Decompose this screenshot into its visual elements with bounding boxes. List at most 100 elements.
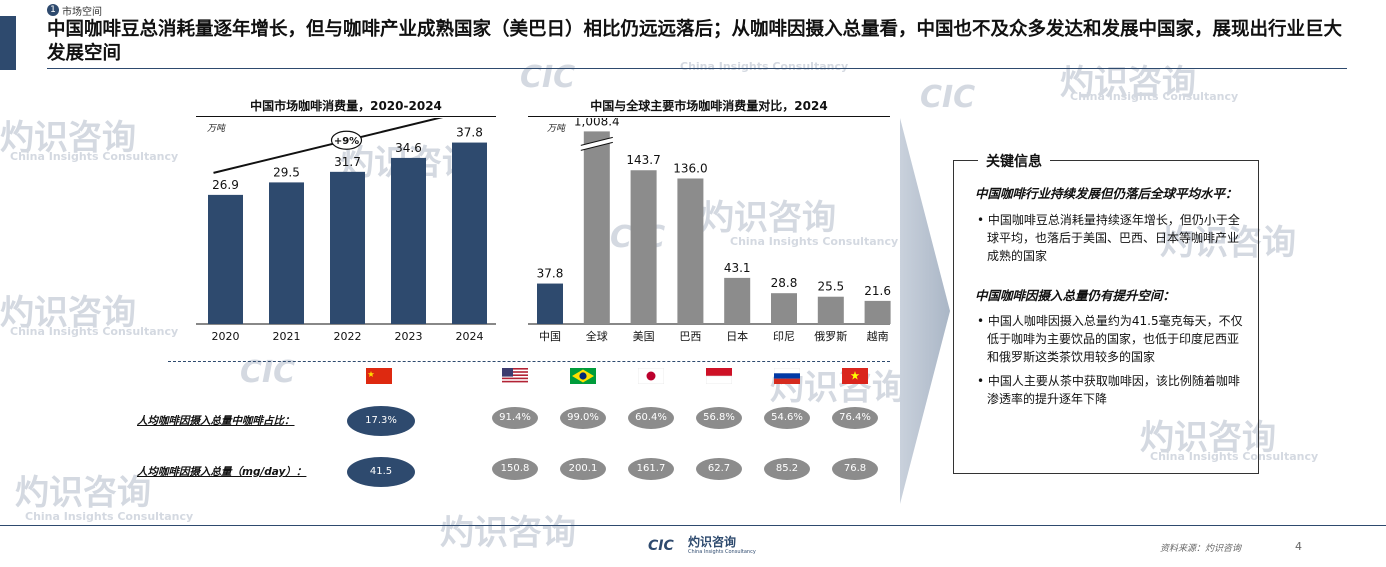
chart1-tick-label: 2023 <box>395 330 423 343</box>
chart1-value-label: 37.8 <box>456 126 483 140</box>
watermark-logo: CIC <box>920 80 976 115</box>
chart1-tick-label: 2021 <box>273 330 301 343</box>
key-info-title: 关键信息 <box>978 151 1050 171</box>
chart1-value-label: 26.9 <box>212 178 239 192</box>
chart1-unit: 万吨 <box>207 124 226 134</box>
page-number: 4 <box>1295 540 1302 553</box>
chart2-bar-俄罗斯 <box>817 296 844 324</box>
page-headline: 中国咖啡豆总消耗量逐年增长，但与咖啡产业成熟国家（美巴日）相比仍远远落后；从咖啡… <box>47 19 1343 64</box>
japan-caffeine-intake: 161.7 <box>628 458 674 480</box>
flag-russia-icon <box>774 368 800 384</box>
chart2-svg: 37.8 中国 1,008.4 全球 143.7 美国 136.0 巴西 43.1 日本 28.8 印… <box>528 118 891 343</box>
chart1-cagr-badge <box>330 130 363 150</box>
china-caffeine-share: 17.3% <box>347 406 415 436</box>
footer-divider <box>0 525 1386 526</box>
chart2-bar-美国 <box>630 170 657 324</box>
chart2-unit: 万吨 <box>547 124 566 134</box>
chart1-cagr-label: +9% <box>334 136 359 147</box>
header-divider <box>47 68 1347 69</box>
chart2-bar-中国 <box>537 283 563 324</box>
chart2-value-label: 143.7 <box>626 153 660 167</box>
chart1-title-rule <box>196 116 496 117</box>
chart2-value-label: 37.8 <box>537 267 564 281</box>
chart2-axis-break-line <box>580 141 613 151</box>
chart1-bar-2020 <box>208 194 243 324</box>
vietnam-caffeine-share: 76.4% <box>832 407 878 429</box>
chart2-title-rule <box>528 116 890 117</box>
flag-vietnam-icon <box>842 368 868 384</box>
chart1-bar-2023 <box>391 157 426 324</box>
dashed-separator <box>168 361 890 362</box>
watermark: 灼识咨询 <box>0 118 136 158</box>
chart2-tick-label: 俄罗斯 <box>814 330 847 343</box>
footer-logo-en: China Insights Consultancy <box>688 549 756 555</box>
chart1-title: 中国市场咖啡消费量，2020-2024 <box>250 99 442 113</box>
section-accent-bar <box>0 16 16 70</box>
chart2-value-label: 136.0 <box>673 161 707 175</box>
watermark-en: China Insights Consultancy <box>25 510 194 523</box>
watermark-en: China Insights Consultancy <box>1070 90 1239 103</box>
cic-logo-icon: CIC <box>648 538 674 554</box>
chart1-value-label: 34.6 <box>395 141 422 155</box>
key-info-content: 中国咖啡行业持续发展但仍落后全球平均水平： • 中国咖啡豆总消耗量持续逐年增长，… <box>975 185 1247 408</box>
chart1-svg: 26.9 2020 29.5 2021 31.7 2022 34.6 2023 37.8 2024… <box>196 118 496 343</box>
chart2-axis-break-line <box>580 136 613 146</box>
chart2-bar-巴西 <box>677 178 704 324</box>
chart2-value-label: 1,008.4 <box>574 118 620 128</box>
key-info-bullet-1: • 中国咖啡豆总消耗量持续逐年增长，但仍小于全球平均，也落后于美国、巴西、日本等… <box>977 213 1240 263</box>
footer-logo-cn: 灼识咨询 <box>688 535 737 549</box>
watermark: 灼识咨询 <box>440 513 576 553</box>
chart2-value-label: 43.1 <box>724 261 751 275</box>
chart1-tick-label: 2024 <box>456 330 484 343</box>
key-info-bullet-2: • 中国人咖啡因摄入总量约为41.5毫克每天，不仅低于咖啡为主要饮品的国家，也低… <box>977 314 1243 364</box>
chart2-value-label: 25.5 <box>817 280 844 294</box>
chart2-value-label: 28.8 <box>771 276 798 290</box>
chart1-tick-label: 2022 <box>334 330 362 343</box>
chart2-axis-break <box>580 137 613 151</box>
chart1-bar-2024 <box>452 142 487 324</box>
caffeine-intake-label: 人均咖啡因摄入总量（mg/day）： <box>137 466 307 478</box>
brazil-caffeine-intake: 200.1 <box>560 458 606 480</box>
section-label: 市场空间 <box>62 7 102 18</box>
vietnam-caffeine-intake: 76.8 <box>832 458 878 480</box>
key-info-heading-2: 中国咖啡因摄入总量仍有提升空间： <box>975 288 1176 303</box>
caffeine-share-label: 人均咖啡因摄入总量中咖啡占比： <box>137 415 295 427</box>
russia-caffeine-share: 54.6% <box>764 407 810 429</box>
chart2-bar-印尼 <box>771 293 797 324</box>
key-info-bullet-3: • 中国人主要从茶中获取咖啡因，该比例随着咖啡渗透率的提升逐年下降 <box>977 374 1240 406</box>
chart1-value-label: 29.5 <box>273 165 300 179</box>
flag-japan-icon <box>638 368 664 384</box>
chart2-tick-label: 中国 <box>539 330 561 343</box>
chart2-tick-label: 越南 <box>867 329 889 343</box>
chart2-tick-label: 印尼 <box>773 330 795 343</box>
flag-china-icon <box>366 368 392 384</box>
section-number-badge: 1 <box>47 4 59 16</box>
usa-caffeine-share: 91.4% <box>492 407 538 429</box>
chart2-bar-全球 <box>583 131 610 324</box>
svg-text:CIC: CIC <box>648 538 674 554</box>
flag-brazil-icon <box>570 368 596 384</box>
chart1-bar-2021 <box>269 182 304 324</box>
indonesia-caffeine-share: 56.8% <box>696 407 742 429</box>
flag-usa-icon <box>502 368 528 384</box>
chart1-bar-2022 <box>330 171 365 324</box>
usa-caffeine-intake: 150.8 <box>492 458 538 480</box>
indonesia-caffeine-intake: 62.7 <box>696 458 742 480</box>
chart2-title: 中国与全球主要市场咖啡消费量对比，2024 <box>590 99 828 113</box>
russia-caffeine-intake: 85.2 <box>764 458 810 480</box>
flag-indonesia-icon <box>706 368 732 384</box>
watermark: 灼识咨询 <box>15 473 151 513</box>
key-info-box <box>953 160 1259 474</box>
brazil-caffeine-share: 99.0% <box>560 407 606 429</box>
chart2-value-label: 21.6 <box>864 284 891 298</box>
chart1-value-label: 31.7 <box>334 155 361 169</box>
watermark-en: China Insights Consultancy <box>10 325 179 338</box>
key-info-heading-1: 中国咖啡行业持续发展但仍落后全球平均水平： <box>975 186 1238 201</box>
china-caffeine-intake: 41.5 <box>347 457 415 487</box>
chart2-bar-越南 <box>864 300 891 324</box>
chart2-tick-label: 美国 <box>633 330 655 343</box>
japan-caffeine-share: 60.4% <box>628 407 674 429</box>
source-note: 资料来源：灼识咨询 <box>1160 544 1242 554</box>
chart2-tick-label: 巴西 <box>679 330 701 343</box>
chevron-arrow-icon <box>900 118 950 504</box>
